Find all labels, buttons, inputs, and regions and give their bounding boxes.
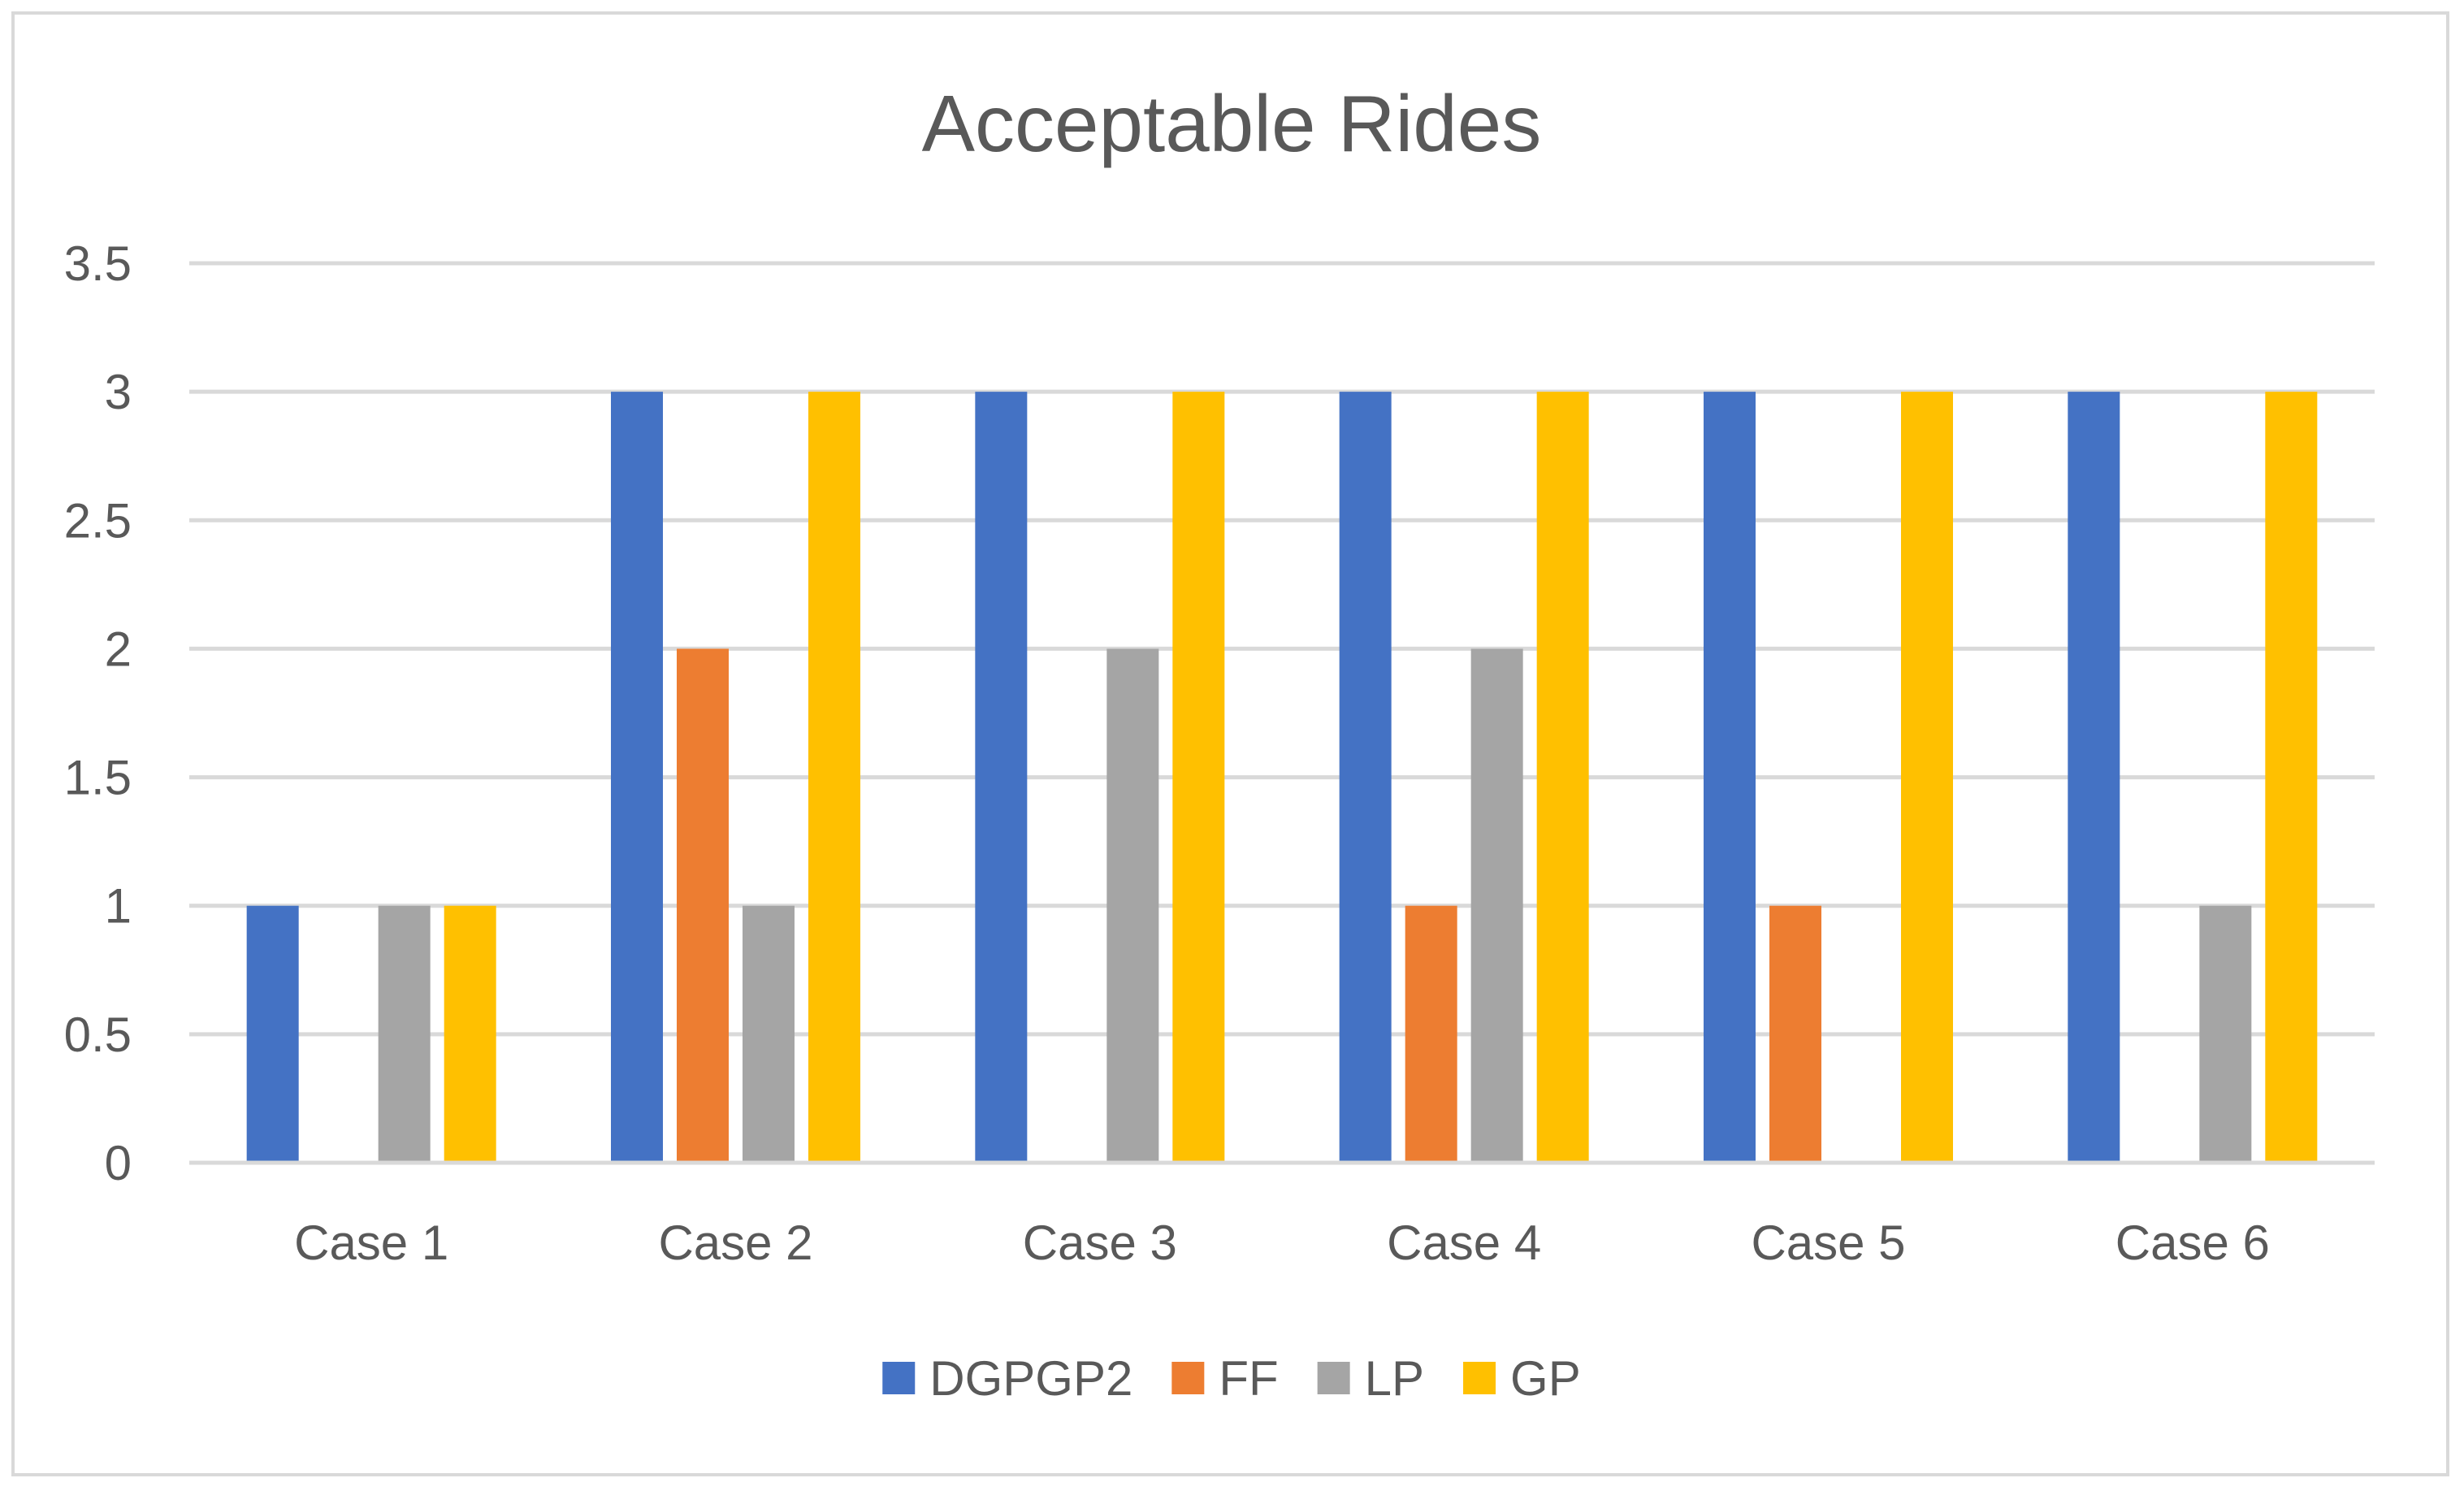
legend-item-gp: GP xyxy=(1463,1351,1581,1406)
bar-lp-case-3 xyxy=(1106,648,1159,1163)
x-tick-label: Case 3 xyxy=(1023,1216,1177,1270)
y-tick-label: 0.5 xyxy=(64,1008,132,1062)
bar-gp-case-3 xyxy=(1172,392,1225,1164)
legend-swatch xyxy=(1171,1362,1205,1394)
y-axis-ticks: 0 0.5 1 1.5 2 2.5 3 3.5 xyxy=(64,236,132,1190)
y-tick-label: 0 xyxy=(105,1136,132,1190)
bar-gp-case-2 xyxy=(808,392,860,1164)
bar-lp-case-2 xyxy=(743,905,795,1163)
legend-swatch xyxy=(1463,1362,1496,1394)
chart-frame xyxy=(11,11,2449,1476)
x-tick-label: Case 4 xyxy=(1387,1216,1541,1270)
legend-label: LP xyxy=(1365,1351,1424,1406)
bar-dgpgp2-case-5 xyxy=(1704,392,1756,1164)
legend-label: GP xyxy=(1510,1351,1581,1406)
bar-dgpgp2-case-3 xyxy=(975,392,1028,1164)
bar-gp-case-4 xyxy=(1536,392,1589,1164)
y-tick-label: 1 xyxy=(105,879,132,934)
bar-dgpgp2-case-4 xyxy=(1339,392,1392,1164)
bar-gp-case-5 xyxy=(1901,392,1953,1164)
bar-lp-case-6 xyxy=(2199,905,2252,1163)
legend-label: DGPGP2 xyxy=(929,1351,1132,1406)
x-tick-label: Case 5 xyxy=(1751,1216,1905,1270)
legend: DGPGP2 FF LP GP xyxy=(882,1351,1581,1406)
gridlines xyxy=(189,261,2375,1165)
legend-swatch xyxy=(1317,1362,1350,1394)
x-tick-label: Case 6 xyxy=(2115,1216,2270,1270)
y-tick-label: 3 xyxy=(105,365,132,419)
x-tick-label: Case 1 xyxy=(294,1216,448,1270)
bar-dgpgp2-case-2 xyxy=(611,392,663,1164)
legend-label: FF xyxy=(1219,1351,1278,1406)
legend-swatch xyxy=(882,1362,916,1394)
y-tick-label: 3.5 xyxy=(64,236,132,291)
y-tick-label: 2.5 xyxy=(64,493,132,548)
y-tick-label: 1.5 xyxy=(64,751,132,805)
bar-dgpgp2-case-1 xyxy=(246,905,299,1163)
bar-ff-case-5 xyxy=(1769,905,1821,1163)
legend-item-lp: LP xyxy=(1317,1351,1424,1406)
bar-lp-case-4 xyxy=(1470,648,1523,1163)
bar-ff-case-4 xyxy=(1405,905,1457,1163)
bars xyxy=(189,392,2375,1165)
y-tick-label: 2 xyxy=(105,622,132,676)
chart-title: Acceptable Rides xyxy=(922,79,1542,168)
bar-lp-case-1 xyxy=(378,905,431,1163)
bar-gp-case-6 xyxy=(2265,392,2318,1164)
legend-item-dgpgp2: DGPGP2 xyxy=(882,1351,1132,1406)
bar-ff-case-2 xyxy=(677,648,729,1163)
bar-gp-case-1 xyxy=(444,905,496,1163)
bar-dgpgp2-case-6 xyxy=(2068,392,2120,1164)
x-tick-label: Case 2 xyxy=(658,1216,812,1270)
x-axis-ticks: Case 1 Case 2 Case 3 Case 4 Case 5 Case 6 xyxy=(294,1216,2270,1270)
legend-item-ff: FF xyxy=(1171,1351,1279,1406)
